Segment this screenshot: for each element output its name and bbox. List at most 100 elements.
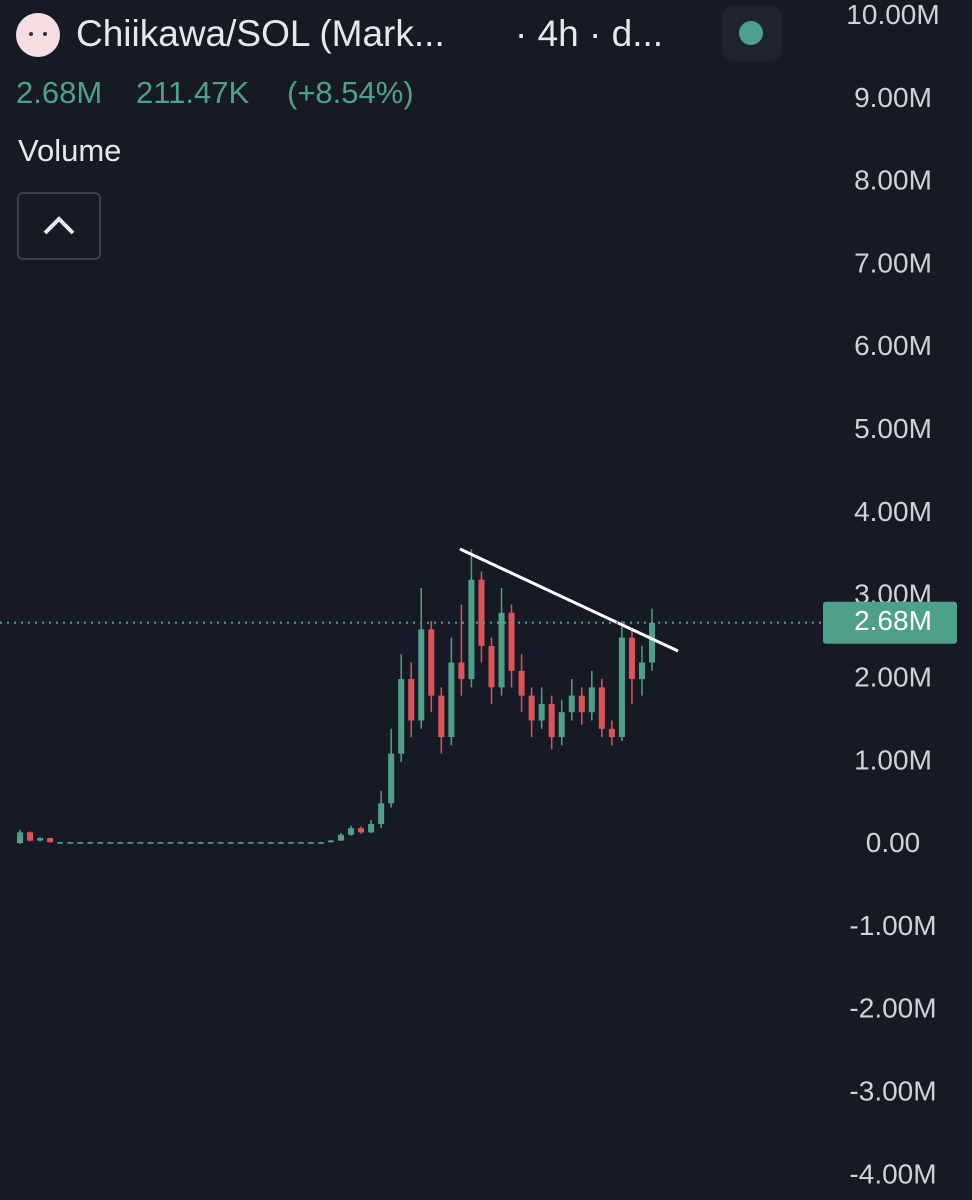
candle-body bbox=[498, 612, 505, 688]
collapse-button[interactable] bbox=[17, 192, 101, 260]
candle-body bbox=[157, 842, 164, 844]
candle bbox=[317, 841, 324, 844]
candle-body bbox=[428, 629, 435, 696]
candle bbox=[227, 841, 234, 844]
candle-body bbox=[327, 840, 334, 843]
candle bbox=[187, 841, 194, 844]
candle bbox=[608, 720, 615, 746]
candle bbox=[348, 825, 355, 836]
candle-body bbox=[558, 712, 565, 738]
candle-body bbox=[388, 753, 395, 804]
candle-body bbox=[588, 687, 595, 713]
candle bbox=[628, 629, 635, 704]
interval[interactable]: · 4h · d... bbox=[515, 13, 663, 54]
candle bbox=[177, 841, 184, 844]
candle-body bbox=[67, 842, 74, 844]
candle bbox=[568, 679, 575, 721]
candle-body bbox=[578, 695, 585, 713]
candle bbox=[267, 841, 274, 844]
change: 211.47K bbox=[136, 75, 250, 110]
candle-body bbox=[77, 842, 84, 844]
candle bbox=[167, 841, 174, 844]
y-tick-label: 6.00M bbox=[854, 330, 932, 361]
candle-body bbox=[167, 842, 174, 844]
candle bbox=[207, 841, 214, 844]
trend-line bbox=[459, 547, 679, 653]
candle bbox=[16, 829, 24, 844]
y-tick-label: -1.00M bbox=[849, 910, 936, 941]
candle bbox=[378, 790, 385, 829]
candle bbox=[47, 837, 54, 843]
y-tick-label: 5.00M bbox=[854, 413, 932, 444]
candle bbox=[77, 841, 84, 844]
candle-body bbox=[538, 703, 545, 721]
y-tick-label: 7.00M bbox=[854, 247, 932, 278]
candle-body bbox=[528, 695, 535, 721]
candle-body bbox=[117, 842, 124, 844]
candle-body bbox=[548, 703, 555, 738]
y-tick-label: 8.00M bbox=[854, 165, 932, 196]
candle bbox=[247, 841, 254, 844]
candle-body bbox=[47, 838, 54, 843]
candle-body bbox=[27, 832, 34, 841]
candle bbox=[578, 687, 585, 725]
candle bbox=[157, 841, 164, 844]
candle-body bbox=[438, 695, 445, 738]
candle-body bbox=[267, 842, 274, 844]
last-price-label: 2.68M bbox=[854, 605, 932, 636]
candle-body bbox=[348, 828, 355, 835]
candle bbox=[548, 695, 555, 750]
candle-body bbox=[87, 842, 94, 844]
candle-body bbox=[618, 637, 625, 738]
candle-body bbox=[448, 662, 455, 738]
candle-body bbox=[247, 842, 254, 844]
candle bbox=[398, 654, 405, 762]
candle-body bbox=[488, 645, 495, 688]
status-dot bbox=[739, 21, 763, 45]
candle bbox=[297, 841, 304, 844]
candle bbox=[368, 819, 375, 834]
candle bbox=[418, 587, 425, 729]
candle-body bbox=[638, 662, 645, 680]
candle bbox=[147, 841, 154, 844]
candle-body bbox=[127, 842, 134, 844]
candle bbox=[558, 699, 565, 746]
candle-body bbox=[598, 687, 605, 729]
plot bbox=[16, 549, 656, 844]
candle bbox=[528, 687, 535, 738]
candle bbox=[107, 841, 114, 844]
candle bbox=[338, 833, 345, 841]
candle bbox=[538, 687, 545, 729]
y-tick-label: 4.00M bbox=[854, 496, 932, 527]
candle bbox=[137, 841, 144, 844]
candle-body bbox=[287, 842, 294, 844]
candle bbox=[518, 654, 525, 713]
candle-body bbox=[468, 579, 475, 680]
candle-body bbox=[358, 828, 365, 833]
candle-body bbox=[508, 612, 515, 671]
candle bbox=[217, 841, 224, 844]
candle bbox=[388, 728, 395, 808]
candle bbox=[287, 841, 294, 844]
candle bbox=[468, 549, 475, 688]
candle-body bbox=[197, 842, 204, 844]
candle-body bbox=[217, 842, 224, 844]
study-label[interactable]: Volume bbox=[18, 133, 121, 168]
candle bbox=[237, 841, 244, 844]
candle bbox=[508, 604, 515, 688]
token-icon[interactable] bbox=[16, 13, 60, 57]
candle-body bbox=[16, 832, 24, 844]
y-tick-label: 9.00M bbox=[854, 82, 932, 113]
candle bbox=[37, 837, 44, 842]
candle bbox=[67, 841, 74, 844]
candle-body bbox=[297, 842, 304, 844]
candle-body bbox=[648, 622, 656, 663]
icon-eye bbox=[43, 32, 47, 36]
candle bbox=[618, 621, 625, 742]
icon-eye bbox=[29, 32, 33, 36]
candle bbox=[488, 637, 495, 704]
symbol-title[interactable]: Chiikawa/SOL (Mark... bbox=[76, 13, 445, 54]
y-tick-label: 2.00M bbox=[854, 661, 932, 692]
candle-body bbox=[227, 842, 234, 844]
